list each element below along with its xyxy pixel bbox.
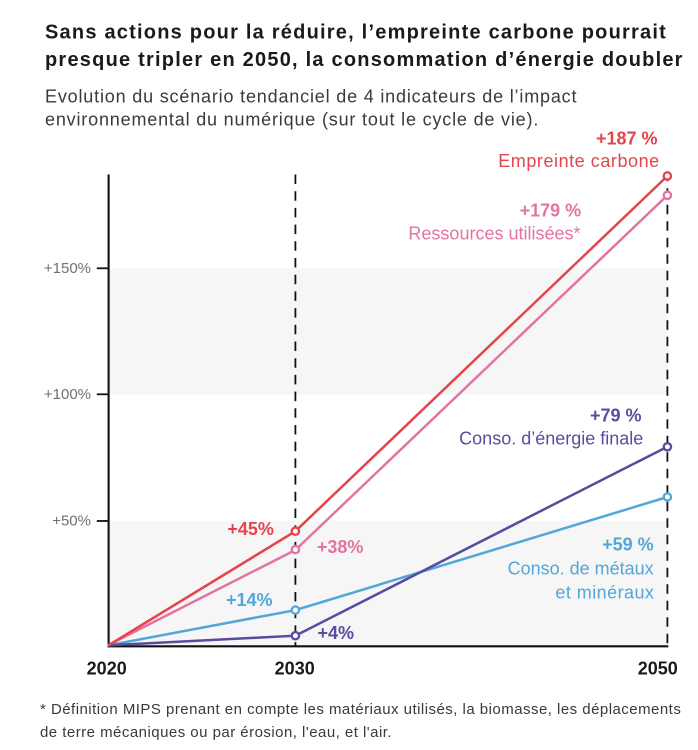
- svg-text:Evolution du scénario tendanci: Evolution du scénario tendanciel de 4 in…: [45, 86, 577, 106]
- svg-text:environnemental du numérique (: environnemental du numérique (sur tout l…: [45, 110, 539, 130]
- svg-text:+38%: +38%: [317, 537, 364, 557]
- svg-text:+179 %: +179 %: [520, 201, 582, 221]
- svg-text:Conso. d’énergie finale: Conso. d’énergie finale: [459, 429, 643, 449]
- svg-text:2050: 2050: [638, 659, 678, 679]
- svg-text:2020: 2020: [87, 659, 127, 679]
- svg-text:Ressources utilisées*: Ressources utilisées*: [408, 224, 580, 244]
- svg-text:+100%: +100%: [44, 386, 91, 403]
- svg-text:de terre mécaniques ou par éro: de terre mécaniques ou par érosion, l'ea…: [40, 724, 392, 741]
- svg-text:+14%: +14%: [226, 590, 273, 610]
- svg-text:+50%: +50%: [52, 513, 91, 530]
- svg-text:+79 %: +79 %: [590, 405, 642, 425]
- svg-text:+150%: +150%: [44, 260, 91, 277]
- svg-text:+59 %: +59 %: [602, 534, 654, 554]
- svg-text:et minéraux: et minéraux: [555, 582, 654, 602]
- svg-text:Sans actions pour la réduire,: Sans actions pour la réduire, l’empreint…: [45, 22, 667, 44]
- svg-text:2030: 2030: [275, 659, 315, 679]
- svg-text:presque tripler en 2050, la co: presque tripler en 2050, la consommation…: [45, 49, 684, 71]
- svg-text:* Définition MIPS prenant en c: * Définition MIPS prenant en compte les …: [40, 701, 681, 718]
- svg-text:+4%: +4%: [318, 623, 355, 643]
- svg-text:Conso. de métaux: Conso. de métaux: [508, 558, 654, 578]
- svg-text:+45%: +45%: [227, 519, 274, 539]
- svg-text:Empreinte carbone: Empreinte carbone: [498, 151, 659, 171]
- svg-text:+187 %: +187 %: [596, 128, 658, 148]
